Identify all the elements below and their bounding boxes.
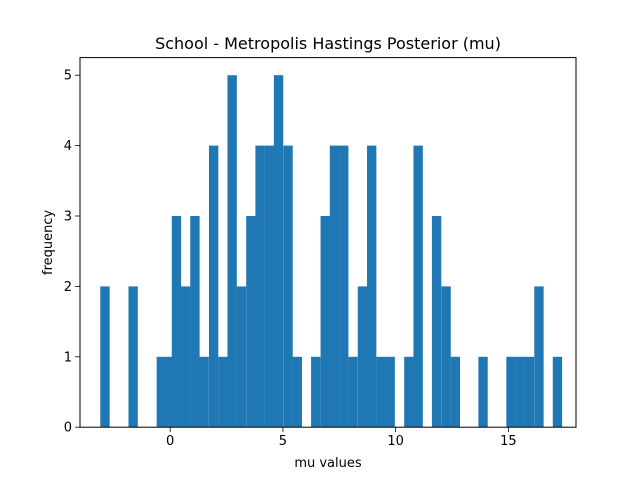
- histogram-bar: [339, 145, 349, 428]
- x-tick-label: 0: [166, 434, 174, 449]
- histogram-bar: [100, 286, 110, 428]
- y-tick-label: 3: [64, 210, 72, 225]
- histogram-bar: [552, 356, 563, 428]
- histogram-bar: [329, 145, 340, 428]
- x-tick-label: 10: [387, 434, 404, 449]
- histogram-bars: [100, 75, 563, 428]
- histogram-bar: [246, 216, 256, 428]
- histogram-bar: [128, 286, 138, 428]
- histogram-bar: [431, 216, 442, 428]
- histogram-bar: [190, 216, 200, 428]
- y-axis-ticks: 0 1 2 3 4 5: [64, 69, 80, 436]
- x-tick-label: 15: [500, 434, 517, 449]
- x-axis-ticks: 0 5 10 15: [166, 427, 517, 449]
- y-tick-label: 5: [64, 69, 72, 84]
- histogram-bar: [413, 145, 423, 428]
- chart-title: School - Metropolis Hastings Posterior (…: [155, 34, 501, 53]
- x-axis-label: mu values: [294, 456, 362, 471]
- histogram-bar: [348, 356, 358, 428]
- histogram-bar: [199, 356, 209, 428]
- histogram-bar: [181, 286, 191, 428]
- histogram-bar: [311, 356, 321, 428]
- y-tick-label: 1: [64, 350, 72, 365]
- histogram-bar: [273, 75, 284, 428]
- histogram-bar: [376, 356, 386, 428]
- histogram-bar: [156, 356, 167, 428]
- histogram-bar: [524, 356, 535, 428]
- y-axis-label: frequency: [41, 209, 56, 275]
- histogram-bar: [357, 286, 368, 428]
- histogram-bar: [227, 75, 237, 428]
- histogram-bar: [320, 216, 330, 428]
- y-tick-label: 2: [64, 280, 72, 295]
- y-tick-label: 0: [64, 421, 72, 436]
- histogram-bar: [283, 145, 293, 428]
- axes-frame: [79, 57, 577, 428]
- histogram-bar: [236, 286, 247, 428]
- histogram-bar: [218, 356, 228, 428]
- histogram-bar: [515, 356, 525, 428]
- histogram-bar: [506, 356, 516, 428]
- histogram-bar: [450, 356, 461, 428]
- histogram-bar: [165, 356, 176, 428]
- histogram-bar: [171, 216, 182, 428]
- histogram-bar: [264, 145, 275, 428]
- histogram-bar: [441, 286, 451, 428]
- histogram-bar: [385, 356, 395, 428]
- histogram-bar: [367, 145, 377, 428]
- y-tick-label: 4: [64, 139, 72, 154]
- histogram-bar: [478, 356, 488, 428]
- histogram-bar: [292, 356, 302, 428]
- histogram-bar: [255, 145, 265, 428]
- histogram-bar: [534, 286, 544, 428]
- histogram-bar: [404, 356, 414, 428]
- x-tick-label: 5: [279, 434, 287, 449]
- histogram-bar: [208, 145, 219, 428]
